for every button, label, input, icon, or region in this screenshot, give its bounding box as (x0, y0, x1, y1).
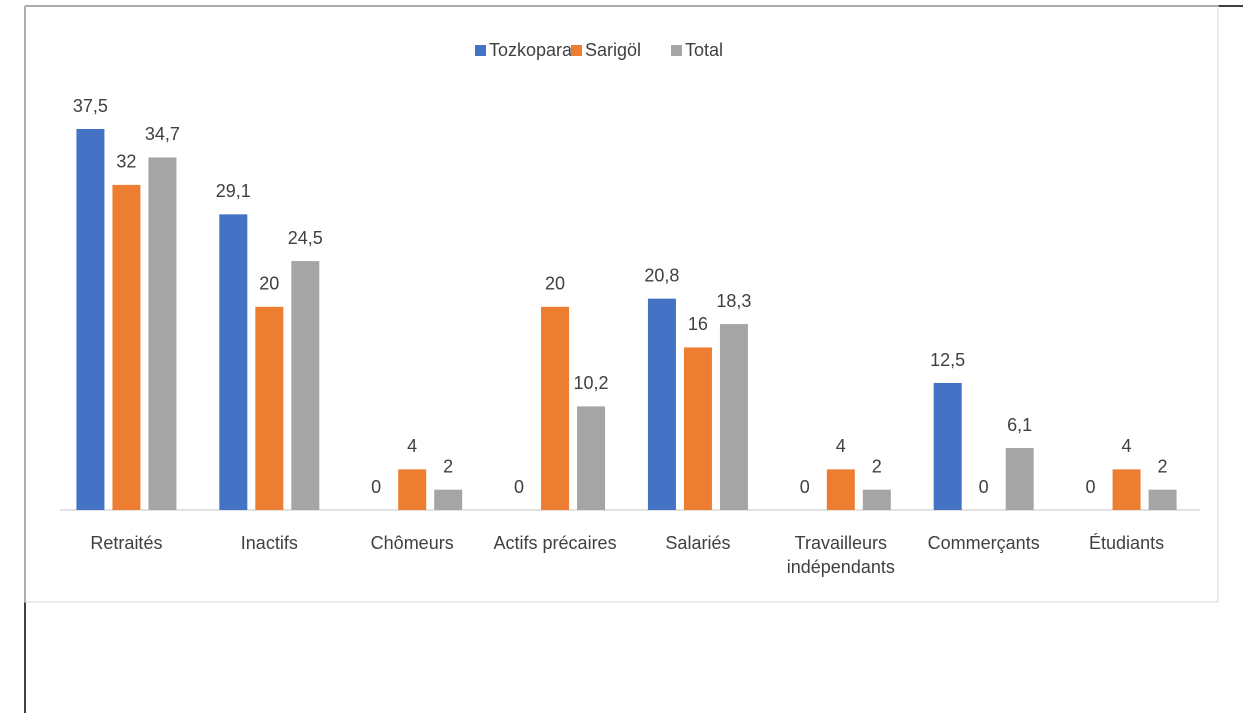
x-tick-label: Travailleurs indépendants (786, 533, 895, 577)
data-label: 4 (1122, 436, 1132, 456)
data-label: 6,1 (1007, 415, 1032, 435)
bar (255, 306, 284, 510)
bar (112, 184, 141, 510)
data-label: 34,7 (145, 124, 180, 144)
bar (1112, 469, 1141, 510)
x-tick-label: Actifs précaires (493, 533, 617, 553)
data-label: 10,2 (574, 373, 609, 393)
legend-swatch (475, 45, 486, 56)
data-label: 0 (514, 477, 524, 497)
legend-swatch (571, 45, 582, 56)
bar (398, 469, 427, 510)
data-label: 32 (116, 152, 136, 172)
x-tick-label: Commerçants (927, 533, 1040, 553)
data-label: 4 (836, 436, 846, 456)
x-tick-label: Salariés (665, 533, 731, 553)
bar (434, 489, 463, 510)
bar (291, 261, 320, 510)
data-label: 0 (979, 477, 989, 497)
data-label: 2 (443, 456, 453, 476)
x-tick-label: Chômeurs (370, 533, 454, 553)
legend-label: Total (685, 40, 723, 60)
bar (76, 129, 105, 510)
bar (219, 214, 248, 510)
data-label: 20 (545, 274, 565, 294)
data-label: 24,5 (288, 228, 323, 248)
legend-swatch (671, 45, 682, 56)
data-label: 37,5 (73, 96, 108, 116)
x-tick-label: Inactifs (240, 533, 298, 553)
data-label: 20 (259, 274, 279, 294)
legend-label: Sarigöl (585, 40, 641, 60)
bar (862, 489, 891, 510)
bar (541, 306, 570, 510)
data-label: 2 (1158, 456, 1168, 476)
bar (647, 298, 676, 510)
data-label: 0 (371, 477, 381, 497)
data-label: 2 (872, 456, 882, 476)
bar (719, 324, 748, 510)
bar (933, 383, 962, 510)
bar (1148, 489, 1177, 510)
bar (683, 347, 712, 510)
data-label: 4 (407, 436, 417, 456)
x-tick-label: Étudiants (1089, 533, 1165, 553)
data-label: 20,8 (644, 265, 679, 285)
data-label: 0 (800, 477, 810, 497)
chart-border (24, 5, 1219, 603)
data-label: 12,5 (930, 350, 965, 370)
bar (826, 469, 855, 510)
data-label: 16 (688, 314, 708, 334)
legend-label: Tozkoparan (489, 40, 582, 60)
data-label: 29,1 (216, 181, 251, 201)
data-label: 18,3 (716, 291, 751, 311)
bar (1005, 448, 1034, 510)
x-tick-label: Retraités (90, 533, 163, 553)
bar (577, 406, 606, 510)
bar (148, 157, 177, 510)
data-label: 0 (1086, 477, 1096, 497)
